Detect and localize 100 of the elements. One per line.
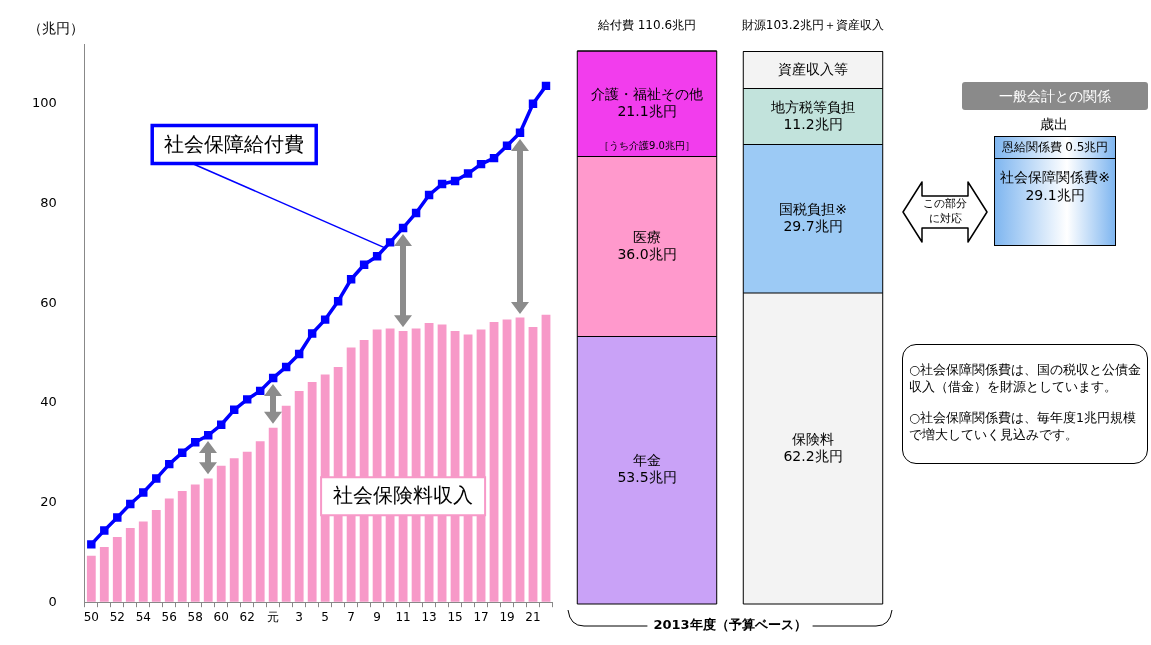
x-tick-label: 52 (109, 609, 125, 624)
annotation: ［うち介護9.0兆円］ (599, 140, 695, 152)
series-label: 社会保険料収入 (333, 483, 474, 508)
point (113, 513, 122, 522)
bar (268, 427, 278, 602)
bar (99, 546, 109, 602)
x-axis-title: 2013年度（予算ベース） (653, 617, 807, 633)
bar (164, 498, 174, 602)
bar (242, 451, 252, 602)
bar (203, 478, 213, 602)
point (333, 296, 343, 306)
point (411, 208, 421, 218)
data-label: 11.2兆円 (783, 115, 843, 132)
data-label: 21.1兆円 (617, 102, 677, 119)
point (359, 260, 369, 270)
series-label: 国税負担※ (779, 200, 847, 217)
x-tick-label: 9 (373, 609, 381, 624)
point (191, 437, 200, 447)
y-axis-title: （兆円） (28, 19, 84, 36)
point (541, 81, 551, 91)
point (152, 474, 161, 483)
x-tick-label: 17 (473, 609, 489, 624)
point (281, 362, 291, 372)
series-label: 資産収入等 (778, 60, 848, 77)
x-tick-label: 13 (421, 609, 437, 624)
bar (541, 314, 551, 602)
x-tick-label: 元 (267, 609, 280, 624)
point (489, 153, 499, 163)
point (217, 420, 226, 429)
point (204, 431, 213, 440)
point (268, 373, 278, 383)
point (165, 459, 174, 469)
data-label: 36.0兆円 (617, 245, 677, 262)
bar (216, 465, 226, 602)
point (242, 395, 252, 404)
series-label: 医療 (633, 228, 661, 245)
point (502, 141, 512, 150)
series-label: 保険料 (792, 430, 834, 447)
y-tick-label: 80 (40, 194, 57, 210)
y-tick-label: 20 (40, 493, 57, 509)
point (126, 499, 135, 509)
point (294, 349, 304, 359)
bar (502, 319, 512, 602)
point (87, 540, 96, 549)
bar (307, 381, 317, 602)
x-tick-label: 15 (447, 609, 463, 624)
bar (125, 527, 135, 602)
bar (515, 317, 525, 602)
x-tick-label: 54 (135, 609, 151, 624)
text: 社会保障関係費※ 29.1兆円 (999, 168, 1111, 205)
data-label: 53.5兆円 (617, 469, 677, 486)
bar (112, 536, 122, 602)
point (307, 329, 317, 338)
text: ○社会保障関係費は、毎年度1兆円規模で増大していく見込みです。 (909, 409, 1137, 443)
data-label: 29.7兆円 (783, 217, 843, 234)
x-tick-label: 58 (187, 609, 203, 624)
point (424, 190, 434, 200)
x-tick-label: 21 (525, 609, 541, 624)
x-tick-label: 5 (321, 609, 329, 624)
point (229, 405, 239, 415)
x-tick-label: 財源103.2兆円＋資産収入 (741, 17, 885, 32)
series-label: 年金 (633, 452, 661, 469)
bar (489, 322, 499, 602)
text: 歳出 (1039, 116, 1069, 134)
bar (294, 390, 304, 602)
x-tick-label: 56 (161, 609, 177, 624)
x-tick-label: 60 (213, 609, 229, 624)
point (372, 252, 382, 261)
x-tick-label: 19 (499, 609, 515, 624)
bar (255, 441, 265, 602)
point (476, 159, 486, 169)
x-tick-label: 62 (239, 609, 255, 624)
y-tick-label: 100 (31, 95, 57, 111)
point (528, 99, 538, 109)
point (398, 223, 408, 233)
point (450, 176, 460, 186)
point (178, 448, 187, 457)
bar (86, 555, 96, 602)
bar (151, 510, 161, 602)
series-label: 地方税等負担 (770, 98, 855, 115)
x-tick-label: 給付費 110.6兆円 (596, 17, 697, 32)
series-label: 介護・福祉その他 (591, 85, 703, 102)
point (320, 315, 330, 324)
x-tick-label: 11 (395, 609, 411, 624)
point (255, 386, 265, 396)
point (346, 275, 356, 284)
point (139, 488, 148, 497)
x-tick-label: 3 (295, 609, 303, 624)
text: 恩給関係費 0.5兆円 (995, 137, 1115, 159)
bar (281, 405, 291, 602)
bar (138, 521, 148, 602)
point (463, 169, 473, 178)
bar (528, 327, 538, 602)
point (100, 526, 109, 535)
text: ○社会保障関係費は、国の税収と公債金収入（借金）を財源としています。 (909, 361, 1141, 395)
text: この部分に対応 (922, 196, 968, 226)
y-tick-label: 0 (48, 593, 57, 609)
x-tick-label: 7 (347, 609, 355, 624)
bar (190, 484, 200, 602)
bar (229, 458, 239, 602)
